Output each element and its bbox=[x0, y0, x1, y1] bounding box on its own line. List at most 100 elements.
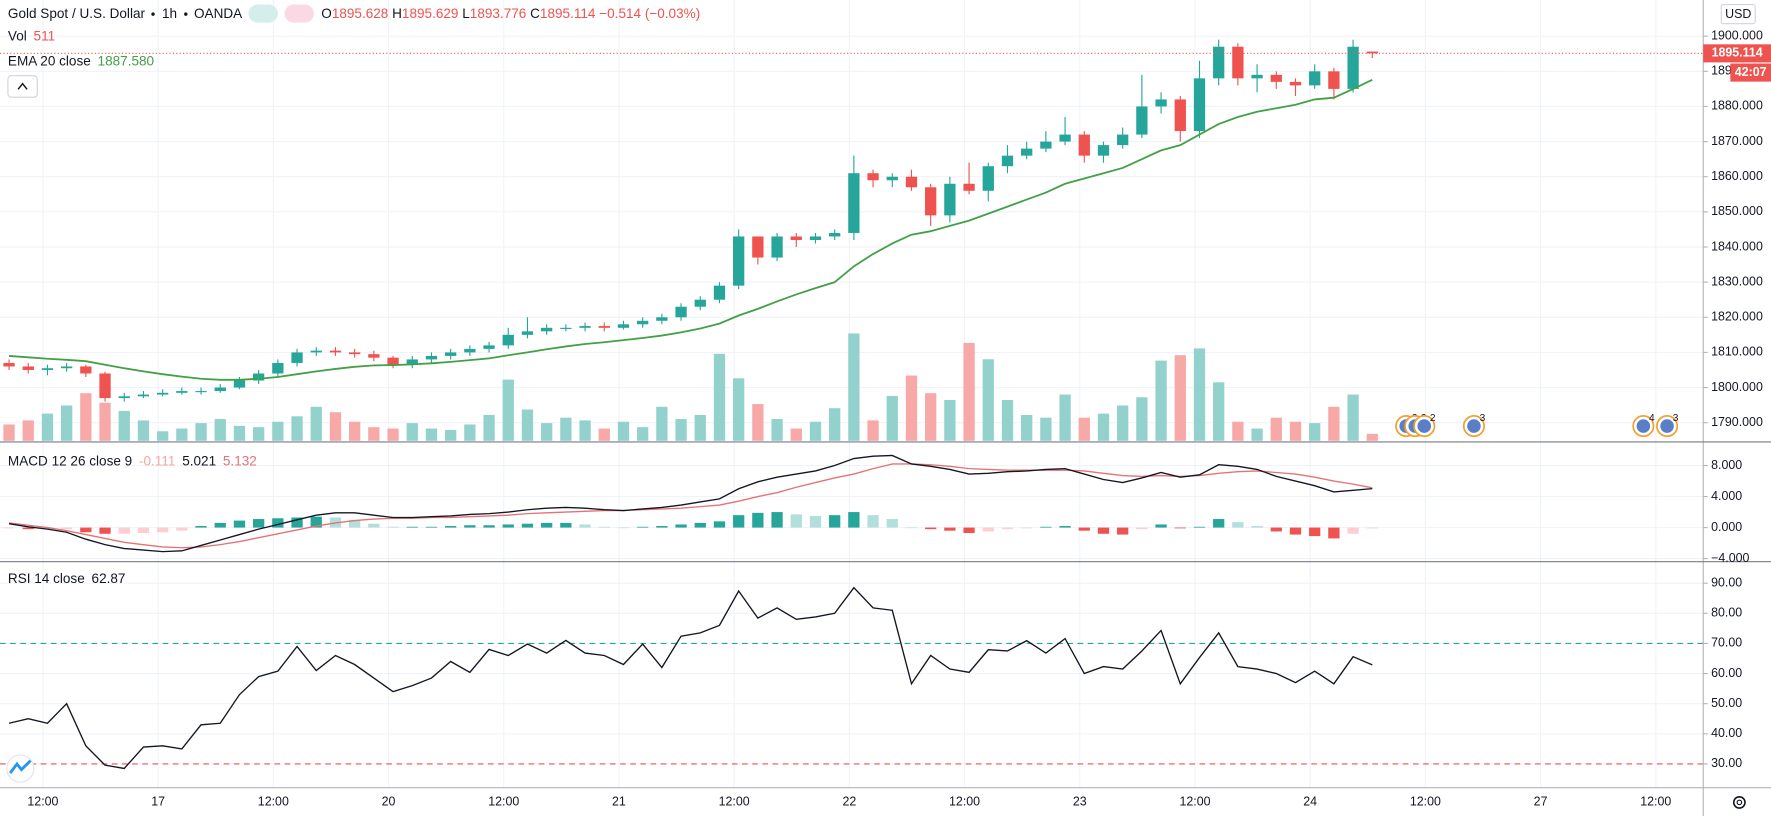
volume-bar bbox=[1328, 406, 1340, 441]
candle-body bbox=[445, 352, 457, 356]
currency-frame[interactable] bbox=[1720, 3, 1756, 25]
volume-bar bbox=[1213, 382, 1225, 441]
collapse-button-frame[interactable] bbox=[7, 75, 38, 98]
volume-bar bbox=[329, 412, 342, 441]
candle-body bbox=[733, 236, 745, 286]
macd-histogram-bar bbox=[1193, 526, 1206, 528]
volume-name[interactable]: Vol bbox=[7, 28, 27, 45]
x-tick-label: 21 bbox=[612, 795, 626, 809]
macd-histogram-bar bbox=[1021, 527, 1033, 529]
candle-body bbox=[521, 331, 534, 335]
ema-value: 1887.580 bbox=[97, 53, 155, 69]
macd-line bbox=[8, 454, 1373, 553]
y-tick-label: 0.000 bbox=[1711, 520, 1742, 534]
y-tick-label: 1880.000 bbox=[1711, 99, 1763, 113]
ema-legend: EMA 20 close 1887.580 bbox=[8, 53, 154, 69]
candle-body bbox=[905, 176, 918, 188]
x-tick-label: 17 bbox=[151, 795, 165, 809]
macd-histogram-bar bbox=[41, 527, 54, 530]
candle-body bbox=[176, 391, 188, 393]
signal-line bbox=[8, 463, 1373, 549]
signal-value: 5.132 bbox=[222, 453, 257, 470]
volume-bar bbox=[771, 419, 783, 441]
settings-button[interactable] bbox=[1732, 795, 1746, 809]
volume-bar bbox=[233, 425, 246, 441]
interval[interactable]: 1h bbox=[161, 5, 178, 22]
volume-bar bbox=[349, 421, 361, 441]
candle-body bbox=[22, 366, 34, 370]
volume-bar bbox=[809, 421, 822, 441]
x-tick-label: 12:00 bbox=[1179, 795, 1210, 809]
ema-line bbox=[8, 79, 1373, 381]
volume-bar bbox=[598, 428, 610, 441]
macd-name[interactable]: MACD 12 26 close 9 bbox=[7, 453, 133, 470]
volume-bar bbox=[60, 405, 73, 441]
candle-body bbox=[1213, 46, 1225, 79]
candle-body bbox=[1001, 155, 1014, 167]
macd-histogram-bar bbox=[1117, 527, 1129, 535]
rsi-line bbox=[8, 586, 1373, 770]
collapse-button[interactable] bbox=[7, 75, 38, 98]
candle-body bbox=[1347, 46, 1359, 89]
ohlc-prefix: L bbox=[462, 5, 470, 22]
macd-histogram-bar bbox=[521, 523, 534, 528]
y-tick-label: 1840.000 bbox=[1711, 239, 1763, 253]
currency-label[interactable]: USD bbox=[1725, 7, 1751, 21]
countdown: 42:07 bbox=[1735, 65, 1767, 79]
ema-name[interactable]: EMA 20 close bbox=[7, 53, 91, 69]
macd-histogram-bar bbox=[905, 527, 918, 529]
macd-histogram-bar bbox=[272, 518, 284, 528]
close-value: 1895.114 bbox=[539, 5, 596, 22]
candle-body bbox=[541, 327, 553, 332]
candle-body bbox=[1021, 148, 1033, 156]
volume-legend: Vol 511 bbox=[8, 28, 55, 44]
volume-bar bbox=[521, 409, 534, 441]
candle-body bbox=[1174, 99, 1186, 132]
macd-histogram-bar bbox=[3, 527, 15, 529]
candle-body bbox=[1309, 71, 1321, 86]
separator bbox=[151, 11, 156, 16]
x-tick-label: 12:00 bbox=[258, 795, 289, 809]
y-tick-label: 1900.000 bbox=[1711, 28, 1763, 42]
candle-body bbox=[982, 166, 994, 191]
currency-button[interactable]: USD bbox=[1720, 3, 1756, 25]
rsi-name[interactable]: RSI 14 close bbox=[7, 570, 85, 587]
macd-histogram-bar bbox=[790, 514, 802, 528]
candle-body bbox=[99, 373, 111, 399]
volume-bar bbox=[80, 393, 92, 441]
macd-histogram-bar bbox=[1289, 527, 1302, 535]
volume-bar bbox=[1021, 414, 1033, 441]
candle-body bbox=[637, 320, 649, 325]
volume-value: 511 bbox=[33, 28, 56, 45]
candle-body bbox=[1117, 134, 1129, 146]
candle-body bbox=[252, 373, 265, 381]
y-tick-label: −4.000 bbox=[1711, 551, 1749, 565]
volume-bar bbox=[944, 400, 956, 441]
volume-bar bbox=[214, 419, 226, 441]
volume-bar bbox=[656, 406, 668, 441]
volume-bar bbox=[118, 410, 130, 441]
candle-body bbox=[579, 326, 591, 328]
symbol-title[interactable]: Gold Spot / U.S. Dollar bbox=[7, 5, 146, 22]
macd-histogram-bar bbox=[1097, 527, 1110, 534]
macd-histogram-bar bbox=[1213, 519, 1225, 528]
status-badge[interactable] bbox=[248, 4, 279, 23]
volume-bar bbox=[1174, 355, 1186, 441]
y-tick-label: 1790.000 bbox=[1711, 415, 1763, 429]
volume-bar bbox=[867, 420, 879, 441]
candle-body bbox=[60, 366, 73, 369]
macd-histogram-bar bbox=[1059, 526, 1071, 528]
ohlc-prefix: O bbox=[321, 5, 332, 22]
macd-histogram-bar bbox=[176, 527, 188, 531]
last-price-marker bbox=[1703, 44, 1771, 63]
high-value: 1895.629 bbox=[401, 5, 459, 22]
event-flag bbox=[1417, 419, 1432, 433]
logo[interactable] bbox=[6, 754, 35, 783]
volume-bar bbox=[272, 421, 284, 441]
volume-bar bbox=[252, 427, 265, 441]
status-badge[interactable] bbox=[285, 4, 315, 23]
candle-body bbox=[944, 183, 956, 216]
marks: 232343 bbox=[0, 39, 1704, 770]
event-flag bbox=[1660, 419, 1674, 433]
